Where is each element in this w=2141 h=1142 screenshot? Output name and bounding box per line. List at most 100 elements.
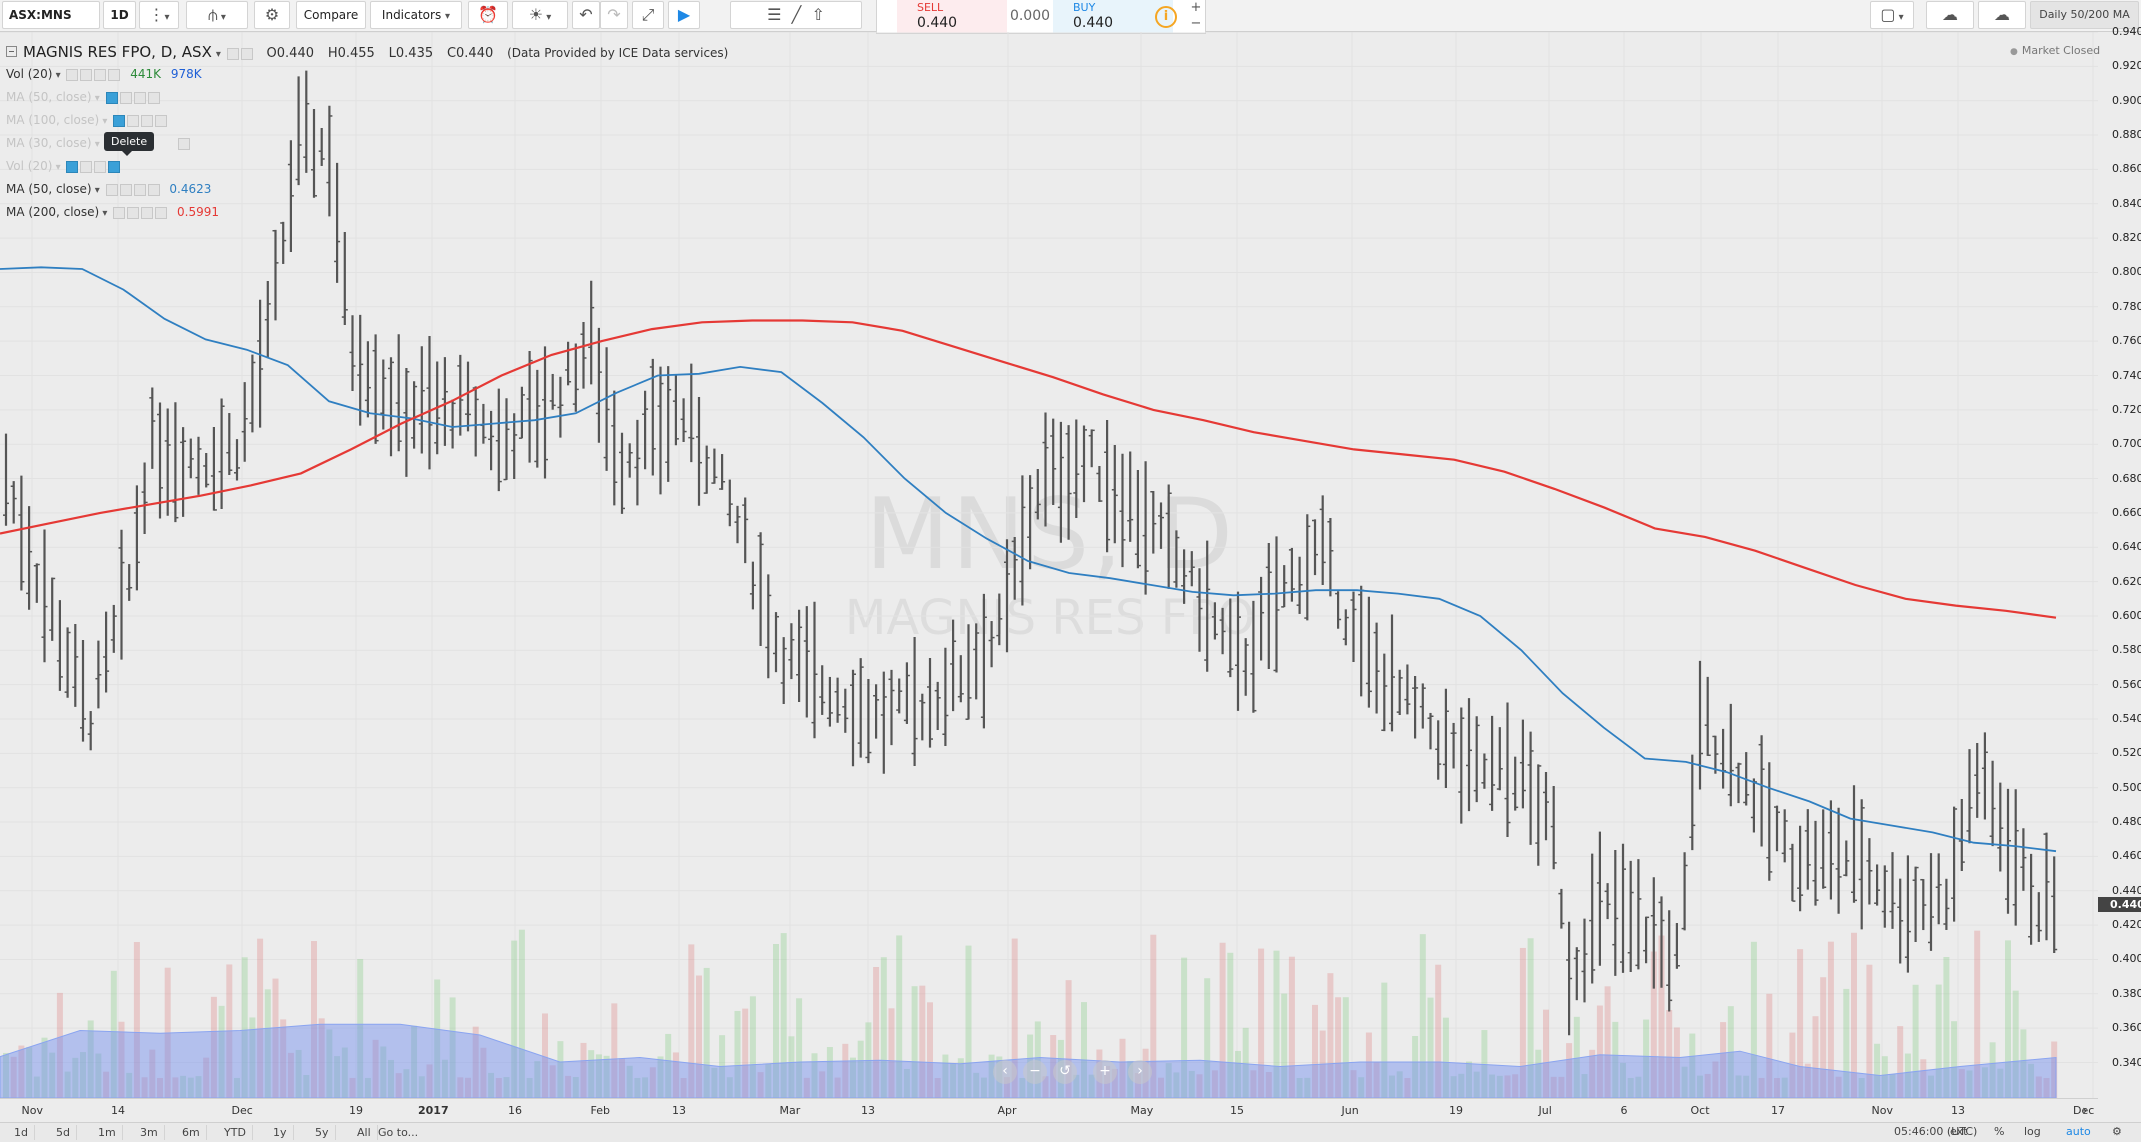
indicator-name[interactable]: MA (50, close): [6, 182, 92, 196]
layout-icon[interactable]: ▢ ▾: [1870, 1, 1914, 29]
chevron-down-icon[interactable]: ▾: [91, 93, 100, 104]
indicator-row[interactable]: Vol (20) ▾ 441K 978K: [6, 64, 202, 84]
buy-button[interactable]: BUY 0.440: [1053, 0, 1173, 33]
eye-icon[interactable]: [105, 183, 118, 196]
delete-icon[interactable]: [155, 114, 168, 127]
range-button[interactable]: 1d: [8, 1125, 35, 1140]
lightbulb-icon[interactable]: ☀ ▾: [512, 1, 568, 29]
eye-icon[interactable]: [113, 206, 126, 219]
cloud-download-icon[interactable]: ☁: [1926, 1, 1974, 29]
price-scale[interactable]: 0.940 0.920 0.900 0.880 0.860 0.840 0.820 0.800…: [2098, 25, 2141, 1098]
settings-icon[interactable]: [119, 91, 132, 104]
symbol-search-input[interactable]: ASX:MNS: [2, 1, 100, 29]
indicator-row[interactable]: MA (200, close) ▾ 0.5991: [6, 202, 219, 222]
plus-icon[interactable]: +: [1190, 0, 1202, 15]
alert-clock-icon[interactable]: ⏰: [468, 1, 508, 29]
gear-icon[interactable]: ⚙: [254, 1, 290, 29]
fullscreen-icon[interactable]: ⤢: [632, 1, 664, 29]
delete-icon[interactable]: [108, 68, 121, 81]
chevron-down-icon[interactable]: ▾: [52, 70, 61, 81]
interval-button[interactable]: 1D: [103, 1, 136, 29]
eye-icon[interactable]: [226, 47, 239, 60]
compare-button[interactable]: Compare: [296, 1, 366, 29]
log-toggle[interactable]: log: [2024, 1125, 2041, 1138]
range-button[interactable]: 5y: [309, 1125, 336, 1140]
indicator-name[interactable]: Vol (20): [6, 159, 53, 173]
delete-icon[interactable]: [147, 91, 160, 104]
redo-icon[interactable]: ↷: [600, 1, 628, 29]
undo-icon[interactable]: ↶: [572, 1, 600, 29]
eye-icon[interactable]: [66, 68, 79, 81]
range-button[interactable]: 5d: [50, 1125, 77, 1140]
ext-toggle[interactable]: ext: [1950, 1125, 1968, 1138]
indicator-name[interactable]: MA (50, close): [6, 90, 92, 104]
indicator-row[interactable]: MA (50, close) ▾: [6, 87, 160, 107]
settings-icon[interactable]: [80, 68, 93, 81]
range-button[interactable]: 1m: [92, 1125, 123, 1140]
indicator-row[interactable]: MA (30, close) ▾: [6, 133, 190, 153]
more-icon[interactable]: [133, 91, 146, 104]
minus-icon[interactable]: −: [1190, 16, 1202, 31]
settings-icon[interactable]: [119, 183, 132, 196]
indicator-row[interactable]: MA (50, close) ▾ 0.4623: [6, 179, 211, 199]
delete-icon[interactable]: [147, 183, 160, 196]
cloud-upload-icon[interactable]: ☁: [1978, 1, 2026, 29]
more-icon[interactable]: [141, 206, 154, 219]
indicator-name[interactable]: Vol (20): [6, 67, 53, 81]
time-axis[interactable]: Nov 14 Dec 19 2017 16 Feb 13 Mar 13 Apr May 15 Jun 19 J…: [0, 1098, 2098, 1122]
more-icon[interactable]: [141, 114, 154, 127]
more-icon[interactable]: [94, 68, 107, 81]
eye-icon[interactable]: [66, 160, 79, 173]
price-chart[interactable]: [0, 32, 2098, 1098]
indicator-row[interactable]: MA (100, close) ▾: [6, 110, 168, 130]
delete-icon[interactable]: [108, 160, 121, 173]
indicator-name[interactable]: MA (200, close): [6, 205, 100, 219]
interval-menu-icon[interactable]: ⋮▾: [139, 1, 179, 29]
sell-button[interactable]: SELL 0.440: [897, 0, 1007, 33]
pan-right-icon[interactable]: ›: [1128, 1060, 1152, 1084]
indicator-row[interactable]: Vol (20) ▾: [6, 156, 121, 176]
settings-icon[interactable]: [127, 206, 140, 219]
info-icon[interactable]: i: [1155, 6, 1177, 28]
pan-left-icon[interactable]: ‹: [993, 1060, 1017, 1084]
settings-icon[interactable]: [240, 47, 253, 60]
percent-toggle[interactable]: %: [1994, 1125, 2005, 1138]
bar-style-icon[interactable]: ⫛ ▾: [186, 1, 248, 29]
eye-icon[interactable]: [113, 114, 126, 127]
zoom-out-icon[interactable]: −: [1023, 1060, 1047, 1084]
indicator-name[interactable]: MA (30, close): [6, 136, 92, 150]
chevron-down-icon[interactable]: ▾: [52, 162, 61, 173]
gear-icon[interactable]: ⚙: [2112, 1125, 2122, 1138]
reset-icon[interactable]: ↺: [1053, 1060, 1077, 1084]
auto-toggle[interactable]: auto: [2066, 1125, 2091, 1138]
chevron-down-icon[interactable]: ▾: [91, 139, 100, 150]
more-icon[interactable]: [94, 160, 107, 173]
chevron-down-icon[interactable]: ▾: [215, 49, 221, 60]
range-button[interactable]: 6m: [176, 1125, 207, 1140]
play-icon[interactable]: ▶: [668, 1, 700, 29]
series-title[interactable]: MAGNIS RES FPO, D, ASX: [23, 43, 212, 61]
delete-icon[interactable]: [155, 206, 168, 219]
settings-icon[interactable]: [127, 114, 140, 127]
range-button[interactable]: All: [351, 1125, 378, 1140]
volume-bar: [1296, 1077, 1303, 1098]
indicators-button[interactable]: Indicators ▾: [370, 1, 462, 29]
indicator-name[interactable]: MA (100, close): [6, 113, 100, 127]
scroll-right-icon[interactable]: ›: [2082, 1103, 2088, 1119]
time-tick-label: Jul: [1538, 1104, 1552, 1117]
goto-button[interactable]: Go to...: [378, 1126, 419, 1139]
layout-name-button[interactable]: Daily 50/200 MA: [2030, 1, 2139, 29]
delete-icon[interactable]: [177, 137, 190, 150]
range-button[interactable]: YTD: [218, 1125, 253, 1140]
zoom-in-icon[interactable]: +: [1093, 1060, 1117, 1084]
range-button[interactable]: 3m: [134, 1125, 165, 1140]
eye-icon[interactable]: [105, 91, 118, 104]
range-button[interactable]: 1y: [267, 1125, 294, 1140]
drawing-tools[interactable]: ☰ ╱ ⇧: [730, 1, 862, 29]
more-icon[interactable]: [133, 183, 146, 196]
settings-icon[interactable]: [80, 160, 93, 173]
chevron-down-icon[interactable]: ▾: [99, 208, 108, 219]
chevron-down-icon[interactable]: ▾: [99, 116, 108, 127]
chevron-down-icon[interactable]: ▾: [91, 185, 100, 196]
collapse-icon[interactable]: [6, 46, 17, 57]
